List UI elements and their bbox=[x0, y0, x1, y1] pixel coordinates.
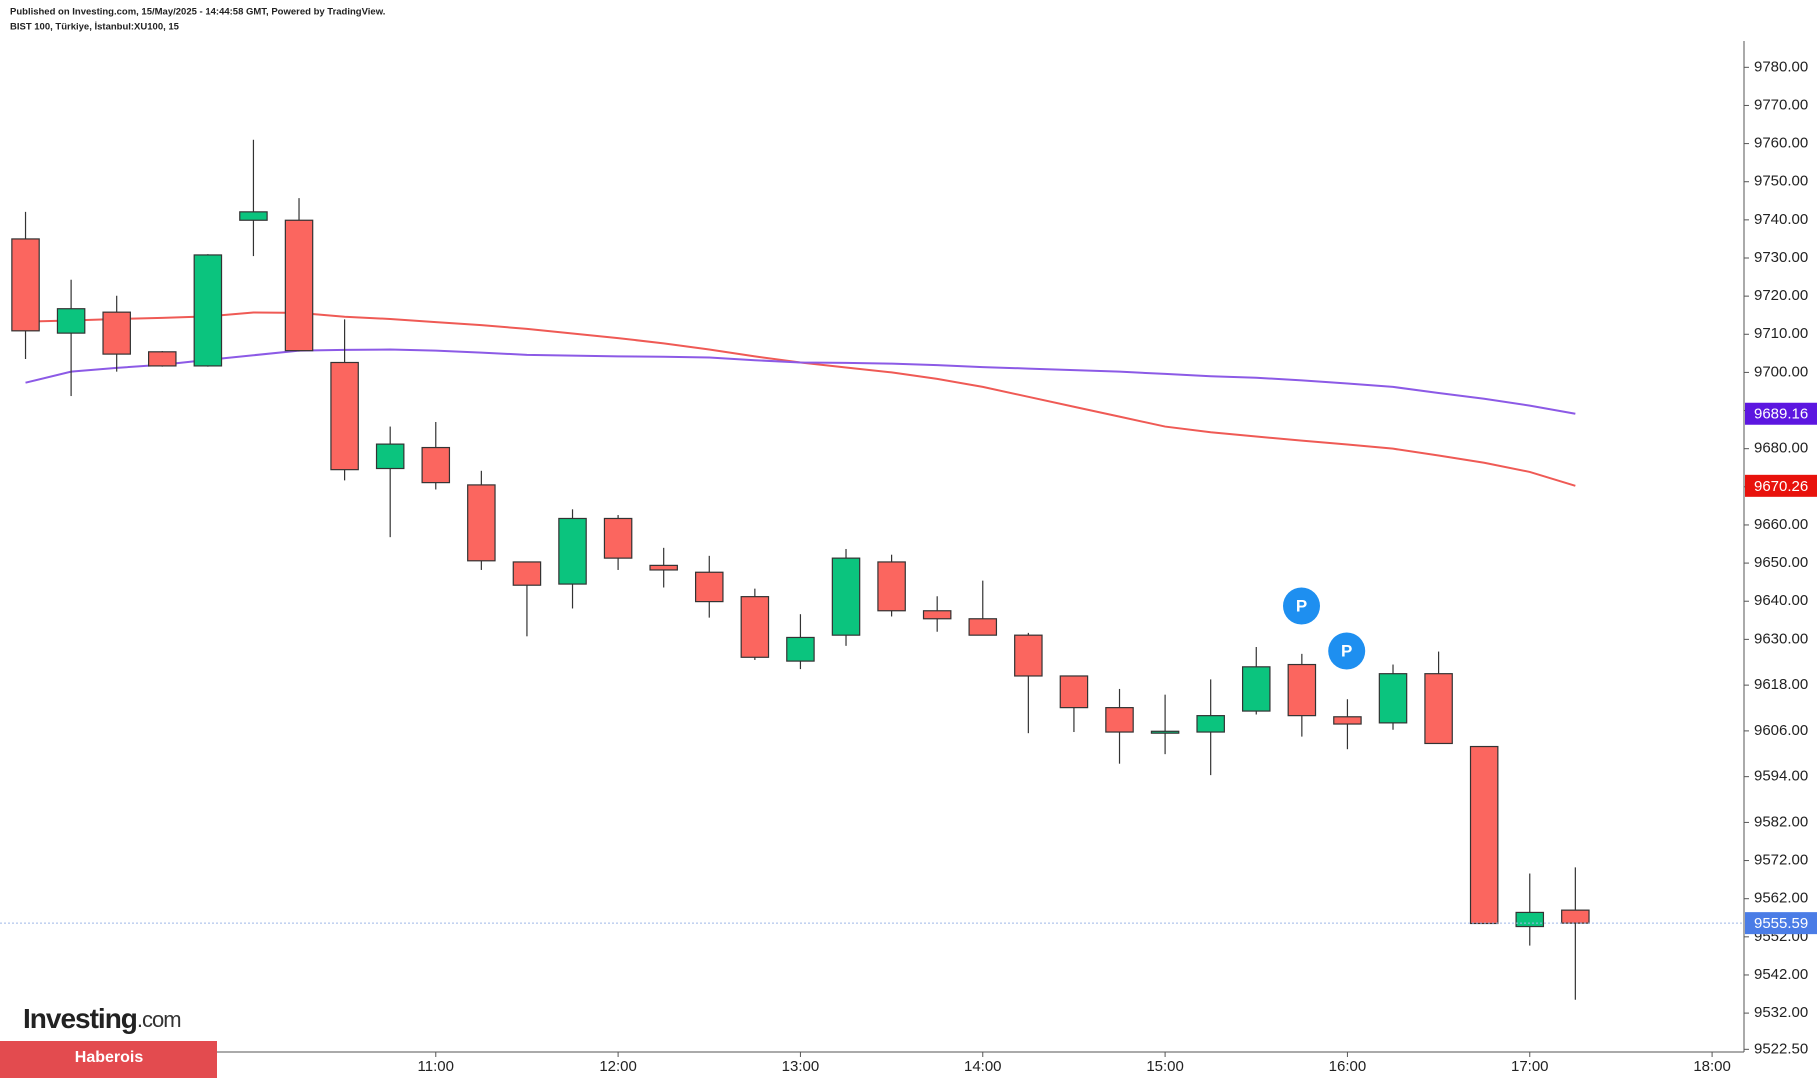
x-tick-label: 11:00 bbox=[418, 1058, 454, 1075]
y-tick-label: 9542.00 bbox=[1754, 966, 1808, 983]
candle-body bbox=[694, 571, 724, 603]
candle-body bbox=[284, 219, 314, 352]
moving-average-line bbox=[25, 311, 1576, 487]
logo-suffix: .com bbox=[137, 1007, 181, 1032]
price-tag-label: 9555.59 bbox=[1754, 915, 1808, 932]
candle-body bbox=[649, 564, 678, 571]
y-tick-label: 9770.00 bbox=[1754, 96, 1808, 113]
candle-body bbox=[558, 517, 587, 585]
x-tick-label: 14:00 bbox=[964, 1058, 1002, 1075]
candle-body bbox=[1196, 715, 1225, 733]
candle-body bbox=[1059, 675, 1089, 709]
symbol-title: BIST 100, Türkiye, İstanbul:XU100, 15 bbox=[10, 22, 180, 33]
x-tick-label: 15:00 bbox=[1146, 1058, 1184, 1075]
y-tick-label: 9720.00 bbox=[1754, 287, 1808, 304]
event-marker: P bbox=[1328, 632, 1366, 670]
price-tag-box bbox=[1745, 912, 1817, 935]
y-tick-label: 9606.00 bbox=[1754, 722, 1808, 739]
candle-body bbox=[831, 557, 861, 636]
candle-body bbox=[922, 610, 952, 620]
candle-body bbox=[193, 254, 223, 367]
candle-body bbox=[1287, 663, 1317, 717]
price-tag-label: 9689.16 bbox=[1754, 406, 1808, 423]
event-marker-label: P bbox=[1296, 596, 1307, 615]
candle-body bbox=[1333, 716, 1362, 725]
y-tick-label: 9572.00 bbox=[1754, 852, 1808, 869]
candle-body bbox=[11, 238, 40, 332]
candle-body bbox=[467, 484, 496, 562]
y-tick-label: 9582.00 bbox=[1754, 813, 1808, 830]
event-marker-circle bbox=[1283, 587, 1320, 625]
y-tick-label: 9680.00 bbox=[1754, 440, 1808, 457]
candle-body bbox=[1105, 707, 1134, 733]
y-tick-label: 9532.00 bbox=[1754, 1004, 1808, 1021]
candle-body bbox=[1150, 730, 1180, 734]
logo: Investing.com bbox=[23, 1003, 181, 1034]
candle-body bbox=[968, 618, 998, 636]
x-tick-label: 13:00 bbox=[782, 1058, 820, 1075]
candle-body bbox=[786, 636, 815, 662]
x-tick-label: 18:00 bbox=[1693, 1058, 1731, 1075]
y-tick-label: 9562.00 bbox=[1754, 890, 1808, 907]
candle-body bbox=[239, 211, 268, 221]
y-tick-label: 9650.00 bbox=[1754, 554, 1808, 571]
logo-main: Investing bbox=[23, 1003, 137, 1034]
plot-area bbox=[0, 139, 1744, 1000]
y-tick-label: 9740.00 bbox=[1754, 211, 1808, 228]
candle-body bbox=[56, 308, 86, 334]
axes: 9780.00 9770.00 9760.00 9750.00 9740.00 9730.… bbox=[200, 58, 1817, 1075]
event-marker: P bbox=[1283, 587, 1320, 625]
candle-body bbox=[512, 561, 542, 586]
candle-body bbox=[421, 446, 451, 484]
y-tick-label: 9750.00 bbox=[1754, 173, 1808, 190]
candle-body bbox=[740, 596, 770, 658]
x-tick-label: 12:00 bbox=[599, 1058, 637, 1075]
candle-body bbox=[1241, 666, 1271, 712]
event-marker-label: P bbox=[1341, 641, 1352, 660]
event-marker-circle bbox=[1328, 632, 1366, 670]
candle-body bbox=[603, 517, 633, 559]
price-tag-label: 9670.26 bbox=[1754, 478, 1808, 495]
candle-body bbox=[330, 361, 359, 471]
candle-body bbox=[375, 443, 405, 470]
published-note: Published on Investing.com, 15/May/2025 … bbox=[10, 7, 385, 18]
moving-average-line bbox=[25, 348, 1576, 415]
candle-body bbox=[1424, 673, 1453, 745]
candle-body bbox=[1469, 745, 1499, 925]
y-tick-label: 9618.00 bbox=[1754, 676, 1808, 693]
y-tick-label: 9660.00 bbox=[1754, 516, 1808, 533]
y-tick-label: 9594.00 bbox=[1754, 768, 1808, 785]
y-tick-label: 9780.00 bbox=[1754, 58, 1808, 75]
x-tick-label: 16:00 bbox=[1329, 1058, 1367, 1075]
candle-body bbox=[1014, 634, 1043, 677]
y-tick-label: 9760.00 bbox=[1754, 135, 1808, 152]
candle-body bbox=[1378, 673, 1408, 724]
candle-body bbox=[877, 561, 906, 612]
y-tick-label: 9710.00 bbox=[1754, 325, 1808, 342]
price-tag-box bbox=[1745, 474, 1817, 497]
badge-box bbox=[0, 1041, 217, 1078]
candle-body bbox=[102, 311, 131, 355]
badge-label: Haberois bbox=[75, 1049, 144, 1066]
x-tick-label: 17:00 bbox=[1511, 1058, 1549, 1075]
candle-body bbox=[1515, 911, 1545, 928]
candle-body bbox=[1561, 909, 1590, 924]
price-tag-box bbox=[1745, 402, 1817, 425]
y-tick-label: 9522.50 bbox=[1754, 1040, 1808, 1057]
y-tick-label: 9630.00 bbox=[1754, 630, 1808, 647]
candle-body bbox=[148, 351, 177, 367]
y-tick-label: 9700.00 bbox=[1754, 363, 1808, 380]
y-tick-label: 9730.00 bbox=[1754, 249, 1808, 266]
y-tick-label: 9640.00 bbox=[1754, 592, 1808, 609]
